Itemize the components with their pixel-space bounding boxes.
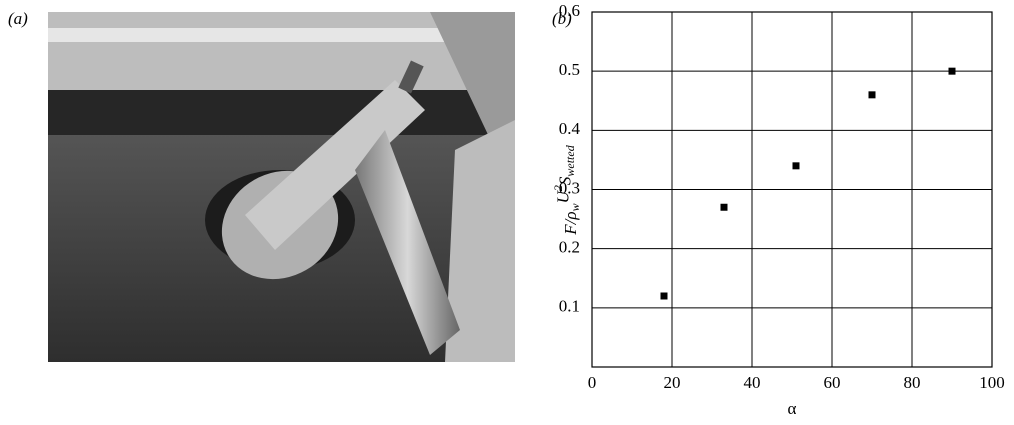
y-axis-label-part: wetted: [563, 144, 577, 176]
y-tick-label: 0.3: [559, 178, 580, 197]
x-tick-label: 60: [824, 373, 841, 392]
y-tick-label: 0.1: [559, 297, 580, 316]
photo: [48, 12, 515, 362]
panel-label: (a): [8, 9, 28, 28]
y-axis-label-part: F/ρ: [561, 211, 580, 235]
x-tick-label: 20: [664, 373, 681, 392]
point: [661, 293, 668, 300]
point: [793, 162, 800, 169]
point: [869, 91, 876, 98]
y-tick-label: 0.5: [559, 60, 580, 79]
point: [949, 68, 956, 75]
page: (a) (b) α F/ρwU2Swetted 0.10.20.30.40.50…: [0, 0, 1014, 425]
x-tick-label: 100: [979, 373, 1005, 392]
x-axis-label: α: [788, 399, 797, 418]
y-tick-label: 0.6: [559, 1, 580, 20]
y-axis-label-part: w: [568, 203, 582, 211]
x-tick-label: 80: [904, 373, 921, 392]
figure: (a) (b) α F/ρwU2Swetted 0.10.20.30.40.50…: [0, 0, 1014, 425]
y-tick-label: 0.2: [559, 238, 580, 257]
x-tick-label: 0: [588, 373, 597, 392]
point: [721, 204, 728, 211]
y-tick-label: 0.4: [559, 119, 581, 138]
x-tick-label: 40: [744, 373, 761, 392]
